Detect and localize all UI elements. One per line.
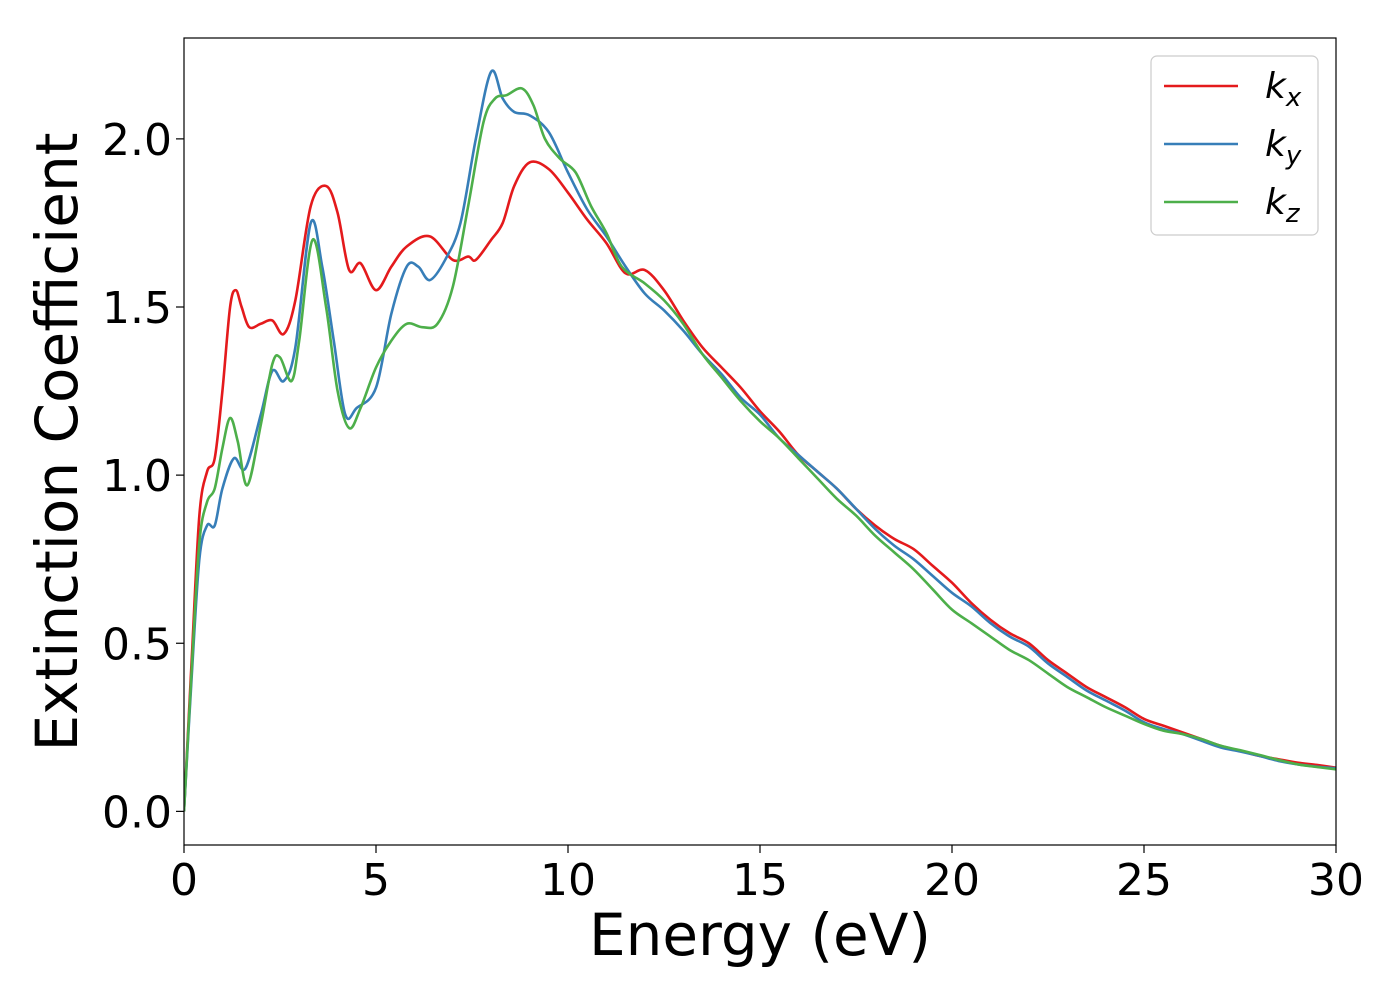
- x-tick-label: 10: [540, 855, 596, 906]
- series-line-x: [184, 160, 1336, 812]
- x-axis-title: Energy (eV): [589, 901, 931, 969]
- legend-entry-z: kz: [1164, 182, 1301, 229]
- x-tick-label: 0: [170, 855, 198, 906]
- legend-box: [1150, 55, 1319, 236]
- y-tick-label: 1.0: [102, 451, 172, 502]
- x-tick-label: 20: [924, 855, 980, 906]
- legend-label: ky: [1265, 124, 1302, 171]
- x-tick-label: 30: [1308, 855, 1364, 906]
- y-axis-title: Extinction Coefficient: [23, 133, 91, 752]
- y-tick-label: 1.5: [102, 283, 172, 334]
- legend-entry-y: ky: [1164, 124, 1302, 171]
- series-line-z: [184, 86, 1336, 812]
- x-tick-label: 15: [732, 855, 788, 906]
- series-line-y: [184, 69, 1336, 812]
- x-tick-label: 5: [362, 855, 390, 906]
- legend-label: kz: [1265, 182, 1301, 229]
- series-layer: [184, 69, 1336, 812]
- x-axis-ticks: 0 5 10 15 20 25 30: [170, 845, 1364, 906]
- legend: kx ky kz: [1150, 55, 1319, 236]
- y-tick-label: 0.0: [102, 787, 172, 838]
- legend-label: kx: [1265, 66, 1302, 113]
- legend-entry-x: kx: [1164, 66, 1302, 113]
- x-tick-label: 25: [1116, 855, 1172, 906]
- y-tick-label: 0.5: [102, 619, 172, 670]
- y-axis-ticks: 0.0 0.5 1.0 1.5 2.0: [102, 115, 184, 838]
- y-tick-label: 2.0: [102, 115, 172, 166]
